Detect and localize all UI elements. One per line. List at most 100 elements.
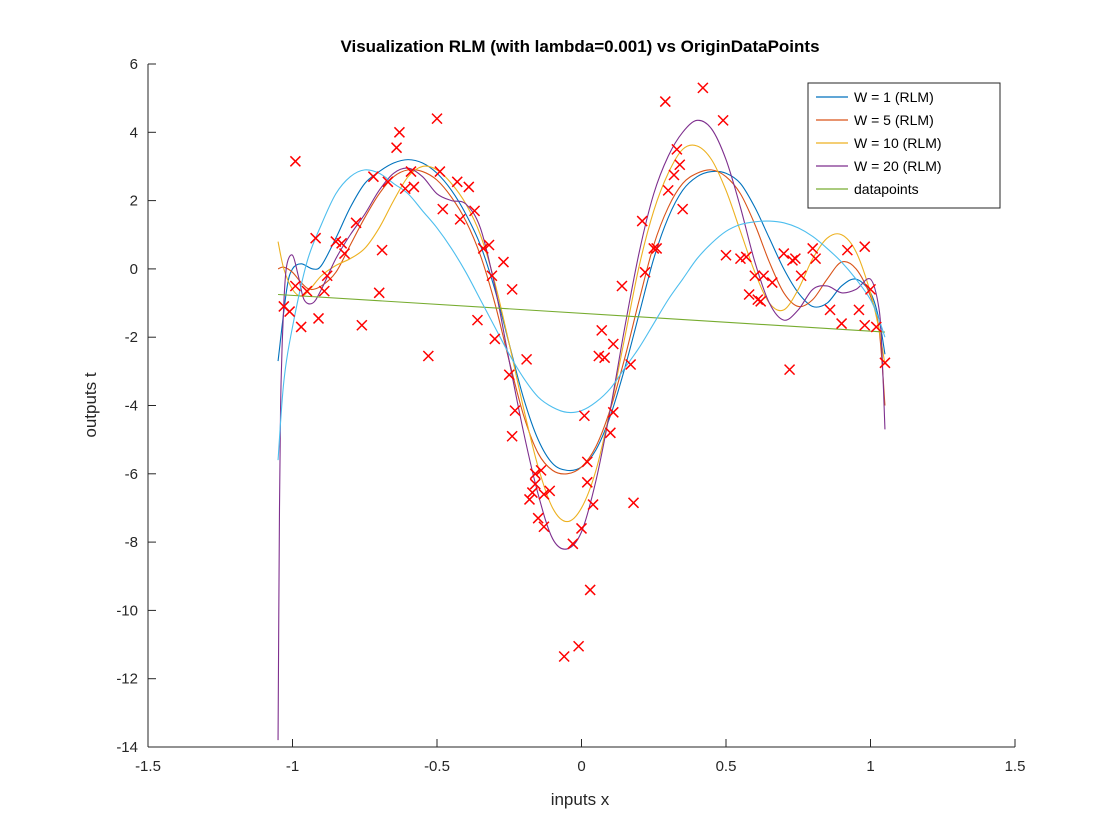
scatter-point-17 (376, 244, 388, 256)
scatter-point-2 (284, 306, 296, 318)
scatter-point-97 (810, 253, 822, 265)
scatter-point-27 (437, 203, 449, 215)
scatter-point-46 (529, 468, 541, 480)
scatter-point-57 (581, 456, 593, 468)
scatter-point-81 (717, 114, 729, 126)
scatter-point-75 (662, 184, 674, 196)
scatter-point-106 (859, 241, 871, 253)
scatter-point-86 (749, 270, 761, 282)
scatter-point-79 (677, 203, 689, 215)
scatter-point-47 (532, 512, 544, 524)
scatter-point-22 (405, 166, 417, 178)
x-tick-label-3: 0 (577, 758, 585, 775)
scatter-point-66 (607, 338, 619, 350)
y-tick-label-2: -10 (116, 602, 138, 619)
scatter-point-28 (451, 176, 463, 188)
scatter-point-15 (367, 171, 379, 183)
scatter-point-25 (431, 113, 443, 125)
legend-label-2: W = 10 (RLM) (854, 135, 942, 151)
scatter-point-13 (350, 217, 362, 229)
scatter-point-45 (529, 478, 541, 490)
scatter-point-41 (506, 283, 518, 295)
scatter-point-67 (616, 280, 628, 292)
scatter-point-8 (318, 285, 330, 297)
scatter-point-43 (523, 493, 536, 505)
scatter-point-44 (526, 487, 538, 499)
series-line-1 (277, 168, 886, 475)
scatter-point-5 (301, 285, 313, 297)
scatter-point-78 (674, 159, 686, 171)
scatter-point-24 (422, 350, 434, 362)
scatter-point-76 (668, 169, 680, 181)
scatter-point-7 (312, 312, 325, 324)
scatter-point-68 (625, 358, 637, 371)
scatter-point-92 (786, 254, 799, 266)
y-tick-label-3: -8 (125, 534, 138, 551)
scatter-point-77 (671, 143, 683, 155)
y-tick-label-10: 6 (130, 56, 138, 73)
scatter-point-51 (544, 485, 556, 497)
scatter-point-38 (503, 369, 515, 381)
scatter-point-65 (607, 406, 619, 418)
scatter-point-62 (596, 324, 608, 336)
scatter-point-9 (321, 270, 333, 282)
scatter-point-70 (636, 215, 648, 227)
scatter-point-84 (740, 251, 752, 263)
x-tick-label-6: 1.5 (1005, 758, 1026, 775)
scatter-point-34 (483, 239, 495, 251)
scatter-point-11 (336, 237, 348, 249)
chart-title: Visualization RLM (with lambda=0.001) vs… (340, 37, 819, 56)
scatter-point-50 (538, 521, 550, 533)
scatter-point-52 (558, 650, 570, 663)
scatter-point-18 (382, 176, 394, 188)
scatter-point-55 (575, 522, 588, 534)
scatter-point-31 (469, 205, 481, 217)
scatter-point-19 (391, 142, 403, 154)
scatter-point-23 (408, 181, 420, 193)
scatter-point-85 (743, 288, 755, 301)
scatter-point-6 (310, 232, 322, 244)
scatter-point-96 (807, 242, 819, 254)
scatter-point-69 (627, 497, 640, 509)
scatter-point-0 (289, 155, 301, 167)
scatter-point-48 (535, 464, 547, 476)
scatter-point-82 (720, 249, 732, 261)
x-tick-label-5: 1 (866, 758, 874, 775)
scatter-point-98 (824, 304, 836, 316)
scatter-point-73 (651, 242, 663, 254)
scatter-point-105 (879, 357, 891, 369)
scatter-point-102 (859, 319, 871, 331)
y-tick-label-0: -14 (116, 739, 138, 756)
y-tick-label-6: -2 (125, 329, 138, 346)
series-line-3 (277, 119, 886, 741)
x-tick-label-4: 0.5 (716, 758, 737, 775)
legend-label-4: datapoints (854, 181, 919, 197)
scatter-point-93 (789, 253, 801, 265)
scatter-point-39 (506, 430, 518, 442)
scatter-point-64 (604, 427, 616, 439)
y-tick-label-1: -12 (116, 671, 138, 688)
x-tick-label-1: -1 (286, 758, 299, 775)
scatter-point-72 (648, 242, 660, 254)
scatter-point-71 (639, 266, 651, 278)
y-tick-label-8: 2 (130, 193, 138, 210)
scatter-point-101 (853, 304, 865, 316)
scatter-point-36 (489, 333, 501, 345)
scatter-point-90 (766, 277, 778, 289)
scatter-point-89 (758, 270, 770, 282)
scatter-point-56 (578, 410, 590, 422)
legend: W = 1 (RLM) W = 5 (RLM) W = 10 (RLM) W = 20… (807, 82, 1001, 209)
x-tick-label-2: -0.5 (424, 758, 450, 775)
scatter-point-53 (567, 538, 579, 550)
scatter-point-32 (471, 314, 483, 326)
scatter-point-33 (477, 242, 489, 254)
scatter-markers (278, 82, 891, 663)
legend-box (807, 82, 1001, 209)
scatter-point-37 (497, 256, 510, 268)
scatter-point-94 (784, 364, 796, 376)
x-tick-label-0: -1.5 (135, 758, 161, 775)
y-tick-label-4: -6 (125, 466, 138, 483)
y-tick-label-7: 0 (130, 261, 138, 278)
scatter-point-88 (755, 295, 767, 307)
